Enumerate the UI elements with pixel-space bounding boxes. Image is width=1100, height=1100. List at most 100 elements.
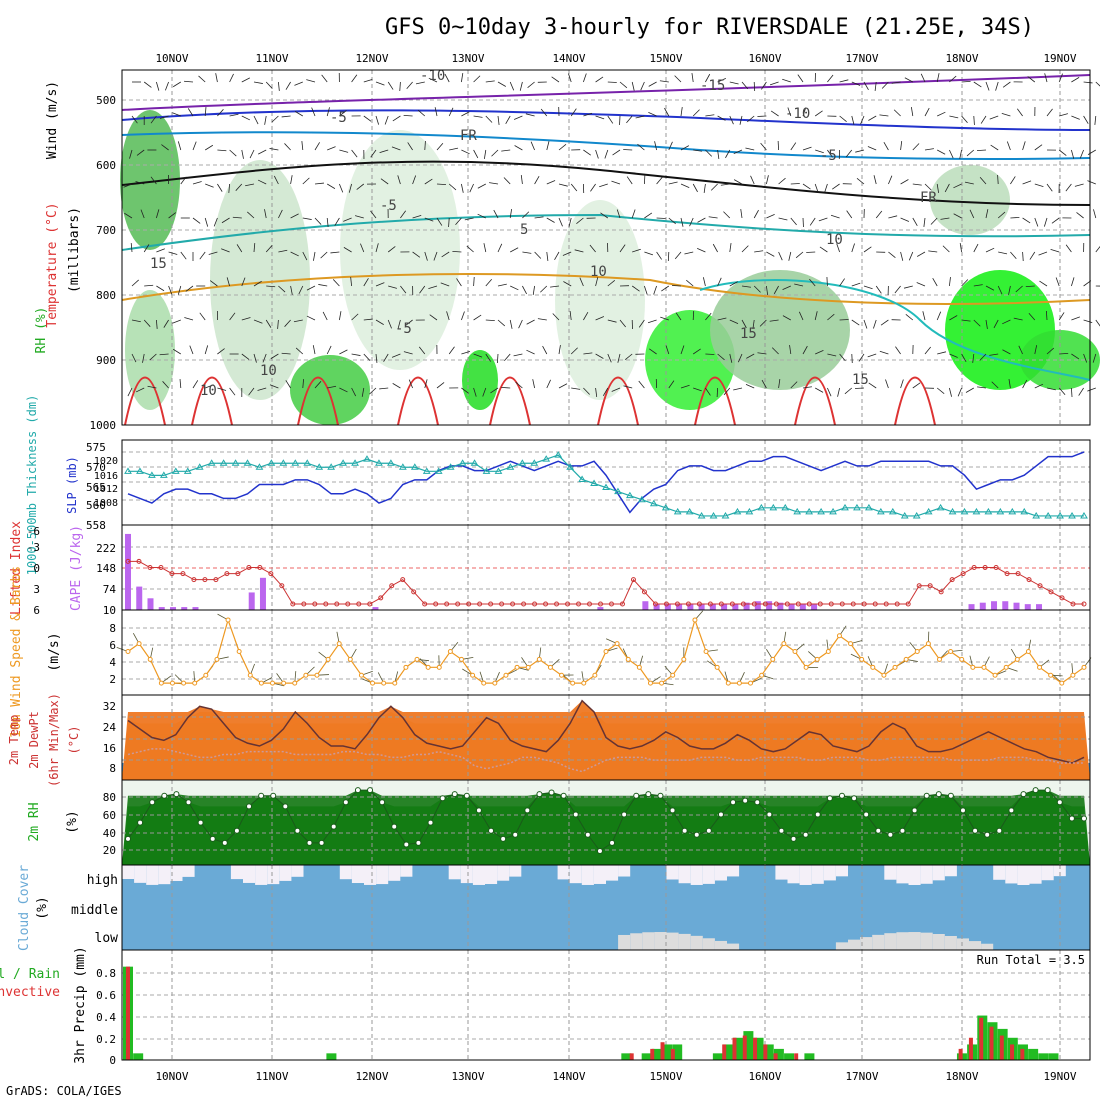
wind-barb: [1046, 347, 1055, 355]
wind-barb: [124, 212, 133, 219]
wind-barb: [229, 73, 234, 83]
rh-point: [161, 792, 168, 799]
wind-barb: [522, 211, 530, 219]
lifted-index-point: [872, 601, 878, 607]
wind-barb: [428, 285, 438, 290]
wind-barb: [525, 113, 535, 117]
wind-barb: [534, 216, 544, 219]
wind-barb: [1044, 73, 1048, 83]
wind-barb: [583, 312, 589, 321]
lifted-index-point: [389, 583, 395, 589]
lifted-index-point: [488, 601, 494, 607]
thickness-point: [924, 507, 933, 515]
wind-barb: [1058, 312, 1065, 321]
wind-barb: [1022, 217, 1031, 224]
wind-barb: [1010, 176, 1016, 185]
precip-tick: 0.4: [96, 1011, 116, 1024]
wind-barb: [156, 285, 165, 292]
wind-barb: [873, 319, 877, 329]
wind-barb: [957, 387, 962, 397]
wind-barb: [558, 345, 561, 355]
rh-point: [609, 839, 616, 846]
precip-total-bar: [763, 1044, 774, 1060]
temp-axis-label: (°C): [67, 726, 81, 755]
wind-barb: [135, 181, 145, 185]
wind-barb: [839, 115, 847, 122]
wind-barb: [600, 212, 609, 219]
wind-barb: [583, 73, 587, 83]
precip-tick: 0.6: [96, 989, 116, 1002]
lifted-index-point: [1048, 589, 1054, 595]
wind-speed-point: [270, 680, 276, 686]
wind-barb: [858, 353, 865, 362]
contour-label: 15: [852, 372, 869, 388]
wind-barb: [436, 217, 443, 226]
thickness-point: [363, 455, 371, 462]
precip-total-bar: [753, 1037, 764, 1060]
cape-bar: [754, 601, 761, 610]
wind-barb: [949, 149, 954, 159]
wind-barb: [339, 183, 344, 193]
wind-barb: [668, 181, 678, 185]
wind-speed-point: [458, 656, 464, 662]
wind-barb: [839, 278, 845, 287]
wind-barb: [491, 149, 499, 157]
wind-barb: [302, 217, 312, 220]
lifted-index-point: [598, 601, 604, 607]
wind-barb: [156, 319, 158, 330]
wind-barb: [782, 315, 791, 321]
contour-label: 5: [520, 222, 528, 238]
wind-barb: [204, 144, 214, 151]
cloud-high-gap: [775, 865, 788, 880]
wind-speed-point: [881, 672, 887, 678]
wind-barb: [851, 319, 860, 326]
thickness-point: [339, 459, 347, 466]
cape-bar: [811, 604, 818, 610]
wind-barb: [127, 387, 133, 397]
wind-barb: [387, 81, 394, 90]
cloud-tick: middle: [71, 903, 118, 918]
rh-tick: 60: [103, 809, 116, 822]
wind-barb: [229, 387, 236, 396]
rh-point: [342, 799, 349, 806]
cape-bar: [968, 604, 975, 610]
wind-speed-point: [970, 664, 976, 670]
wind-speed-point: [1014, 656, 1020, 662]
wind-barb: [569, 311, 572, 321]
wind-speed-point: [559, 672, 565, 678]
wind-barb: [391, 353, 401, 358]
wind-barb: [290, 285, 293, 295]
wind-speed-point: [392, 680, 398, 686]
wind-barb: [985, 285, 995, 291]
cloud-low: [848, 939, 861, 950]
thickness-point: [817, 507, 825, 515]
wind-barb: [964, 181, 974, 185]
rh-point: [258, 792, 265, 799]
wind-speed-point: [436, 664, 442, 670]
lifted-index-point: [938, 589, 944, 595]
wind-barb: [611, 387, 621, 392]
wind-barb: [501, 386, 511, 389]
wind-barb: [733, 387, 743, 391]
wind-barb: [540, 108, 548, 117]
precip-convective-bar: [1020, 1048, 1025, 1060]
wind-barb: [177, 141, 182, 151]
lifted-index-point: [927, 583, 933, 589]
wind-barb: [257, 149, 267, 155]
wind-barb: [815, 387, 824, 393]
wind-barb: [281, 115, 291, 118]
thickness-point: [159, 471, 168, 478]
thickness-axis-label: 1000-500mb Thickness (dm): [25, 395, 39, 576]
cloud-tick: low: [95, 931, 119, 946]
wind-barb: [522, 285, 527, 295]
wind-barb: [497, 319, 506, 327]
wind-barb: [831, 183, 840, 190]
wind-barb: [979, 353, 987, 361]
cloud-high-gap: [690, 865, 703, 885]
thickness-point: [697, 511, 706, 519]
wind-barb: [448, 217, 450, 228]
cloud-tick: high: [87, 873, 118, 888]
lifted-index-point: [1037, 583, 1043, 589]
wind-barb: [733, 179, 743, 185]
rh-point: [125, 835, 131, 842]
